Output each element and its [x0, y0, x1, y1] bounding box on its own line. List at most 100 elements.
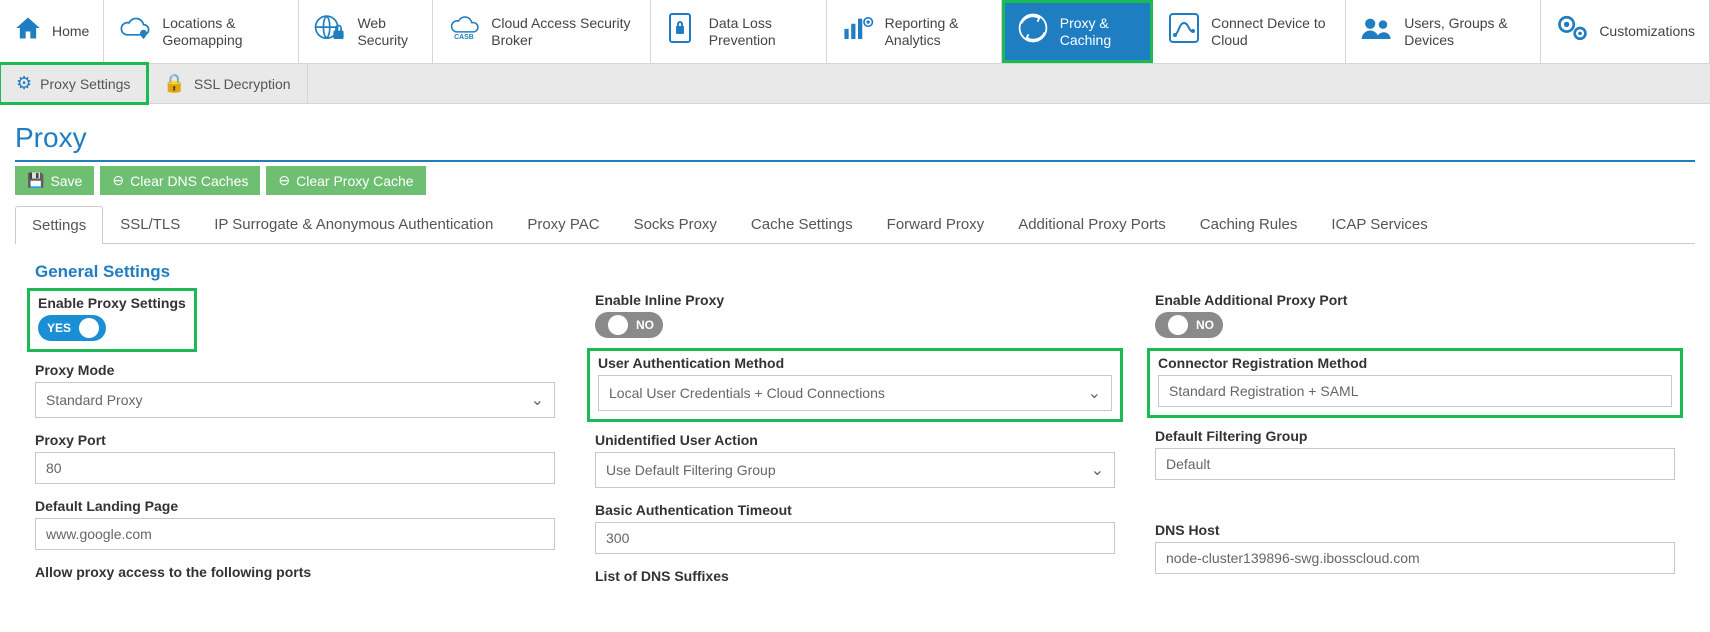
field-unident-action: Unidentified User Action Use Default Fil…	[595, 432, 1115, 488]
field-label: Unidentified User Action	[595, 432, 1115, 448]
svg-text:CASB: CASB	[454, 33, 474, 40]
action-bar: 💾 Save ⊖ Clear DNS Caches ⊖ Clear Proxy …	[15, 166, 1695, 195]
field-default-group: Default Filtering Group Default	[1155, 428, 1675, 480]
field-proxy-mode: Proxy Mode Standard Proxy	[35, 362, 555, 418]
subnav-proxy-settings[interactable]: ⚙ Proxy Settings	[0, 64, 147, 103]
field-allow-ports: Allow proxy access to the following port…	[35, 564, 555, 584]
tab-proxy-pac[interactable]: Proxy PAC	[510, 205, 616, 243]
tabs: Settings SSL/TLS IP Surrogate & Anonymou…	[15, 205, 1695, 244]
nav-reporting[interactable]: Reporting & Analytics	[827, 0, 1002, 63]
tab-caching-rules[interactable]: Caching Rules	[1183, 205, 1315, 243]
nav-label: Data Loss Prevention	[709, 15, 812, 47]
settings-col-2: Enable Inline Proxy NO User Authenticati…	[595, 292, 1115, 588]
nav-label: Locations & Geomapping	[162, 15, 284, 47]
toggle-label: YES	[41, 321, 79, 335]
casb-icon: CASB	[447, 11, 481, 53]
globe-arrows-icon	[1016, 11, 1050, 53]
button-label: Clear DNS Caches	[130, 173, 248, 189]
field-label: Enable Proxy Settings	[38, 295, 186, 311]
field-label: DNS Host	[1155, 522, 1675, 538]
toggle-label: NO	[1188, 318, 1220, 332]
nav-locations[interactable]: Locations & Geomapping	[104, 0, 299, 63]
field-dns-suffixes: List of DNS Suffixes	[595, 568, 1115, 588]
nav-label: Connect Device to Cloud	[1211, 15, 1331, 47]
minus-circle-icon: ⊖	[112, 172, 124, 189]
select-connector-reg[interactable]: Standard Registration + SAML	[1158, 375, 1672, 407]
select-proxy-mode[interactable]: Standard Proxy	[35, 382, 555, 418]
field-label: Basic Authentication Timeout	[595, 502, 1115, 518]
select-value: Standard Proxy	[46, 392, 143, 408]
field-enable-inline: Enable Inline Proxy NO	[595, 292, 1115, 338]
subnav-ssl-decryption[interactable]: 🔒 SSL Decryption	[147, 64, 307, 103]
nav-label: Proxy & Caching	[1060, 15, 1138, 47]
field-label: Proxy Mode	[35, 362, 555, 378]
input-basic-auth-to[interactable]	[595, 522, 1115, 554]
nav-label: Reporting & Analytics	[885, 15, 987, 47]
nav-label: Cloud Access Security Broker	[491, 15, 636, 47]
nav-customizations[interactable]: Customizations	[1541, 0, 1710, 63]
cogs-icon	[1555, 11, 1589, 53]
toggle-knob	[79, 318, 99, 338]
tab-ssltls[interactable]: SSL/TLS	[103, 205, 197, 243]
globe-gear-icon: ⚙	[16, 73, 32, 94]
bar-lock-icon: 🔒	[163, 73, 185, 94]
nav-label: Users, Groups & Devices	[1404, 15, 1526, 47]
select-default-group[interactable]: Default	[1155, 448, 1675, 480]
nav-connect-device[interactable]: Connect Device to Cloud	[1153, 0, 1346, 63]
settings-col-3: Enable Additional Proxy Port NO Connecto…	[1155, 292, 1675, 588]
input-dns-host[interactable]	[1155, 542, 1675, 574]
clear-proxy-button[interactable]: ⊖ Clear Proxy Cache	[266, 166, 425, 195]
nav-casb[interactable]: CASB Cloud Access Security Broker	[433, 0, 651, 63]
tab-socks-proxy[interactable]: Socks Proxy	[617, 205, 734, 243]
nav-websecurity[interactable]: Web Security	[299, 0, 433, 63]
nav-label: Home	[52, 23, 89, 39]
field-dns-host: DNS Host	[1155, 522, 1675, 574]
toggle-enable-add-port[interactable]: NO	[1155, 312, 1223, 338]
tab-cache-settings[interactable]: Cache Settings	[734, 205, 870, 243]
users-icon	[1360, 11, 1394, 53]
tab-icap[interactable]: ICAP Services	[1314, 205, 1444, 243]
field-landing-page: Default Landing Page	[35, 498, 555, 550]
toggle-knob	[1168, 315, 1188, 335]
toggle-knob	[608, 315, 628, 335]
toggle-enable-proxy[interactable]: YES	[38, 315, 106, 341]
select-unident-action[interactable]: Use Default Filtering Group	[595, 452, 1115, 488]
select-user-auth[interactable]: Local User Credentials + Cloud Connectio…	[598, 375, 1112, 411]
button-label: Clear Proxy Cache	[296, 173, 414, 189]
nav-users[interactable]: Users, Groups & Devices	[1346, 0, 1541, 63]
input-proxy-port[interactable]	[35, 452, 555, 484]
minus-circle-icon: ⊖	[278, 172, 290, 189]
nav-label: Web Security	[357, 15, 418, 47]
field-label: List of DNS Suffixes	[595, 568, 1115, 584]
section-title: General Settings	[35, 262, 1695, 282]
nav-home[interactable]: Home	[0, 0, 104, 63]
tab-settings[interactable]: Settings	[15, 206, 103, 244]
field-label: Proxy Port	[35, 432, 555, 448]
toggle-label: NO	[628, 318, 660, 332]
select-value: Default	[1166, 456, 1210, 472]
save-button[interactable]: 💾 Save	[15, 166, 94, 195]
globe-lock-icon	[313, 11, 347, 53]
nav-dlp[interactable]: Data Loss Prevention	[651, 0, 827, 63]
nav-proxy-caching[interactable]: Proxy & Caching	[1002, 0, 1153, 63]
settings-col-1: Enable Proxy Settings YES Proxy Mode Sta…	[35, 292, 555, 588]
cloud-pin-icon	[118, 11, 152, 53]
tab-add-ports[interactable]: Additional Proxy Ports	[1001, 205, 1183, 243]
select-value: Standard Registration + SAML	[1169, 383, 1359, 399]
bars-gear-icon	[841, 11, 875, 53]
tab-ip-surrogate[interactable]: IP Surrogate & Anonymous Authentication	[197, 205, 510, 243]
field-enable-add-port: Enable Additional Proxy Port NO	[1155, 292, 1675, 338]
field-enable-proxy: Enable Proxy Settings YES	[27, 288, 197, 352]
field-label: Default Landing Page	[35, 498, 555, 514]
subnav-label: Proxy Settings	[40, 76, 130, 92]
toggle-enable-inline[interactable]: NO	[595, 312, 663, 338]
subnav: ⚙ Proxy Settings 🔒 SSL Decryption	[0, 64, 1710, 104]
home-icon	[14, 14, 42, 50]
button-label: Save	[50, 173, 82, 189]
route-icon	[1167, 11, 1201, 53]
save-icon: 💾	[27, 172, 44, 189]
clear-dns-button[interactable]: ⊖ Clear DNS Caches	[100, 166, 260, 195]
tab-forward-proxy[interactable]: Forward Proxy	[870, 205, 1002, 243]
page-title: Proxy	[15, 114, 1695, 162]
input-landing-page[interactable]	[35, 518, 555, 550]
